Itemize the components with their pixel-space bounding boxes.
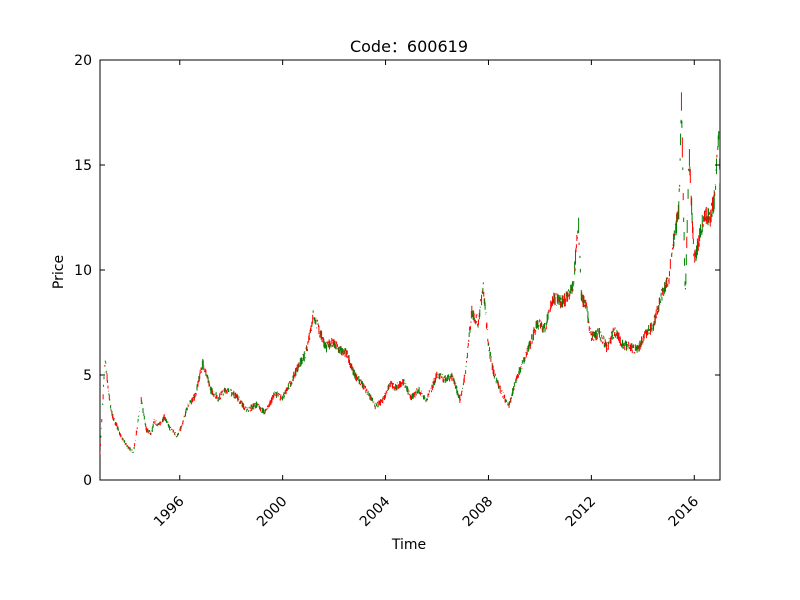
x-tick-label: 2000 (254, 494, 291, 531)
chart-title: Code：600619 (350, 37, 468, 56)
price-series (100, 92, 720, 455)
x-tick-label: 2016 (666, 493, 703, 530)
y-tick-label: 0 (83, 473, 92, 489)
x-tick-label: 2008 (460, 494, 497, 531)
x-tick-label: 1996 (151, 493, 188, 530)
x-tick-label: 2004 (357, 493, 394, 530)
y-tick-label: 20 (74, 53, 92, 69)
y-tick-label: 10 (74, 263, 92, 279)
y-axis-label: Price (51, 255, 67, 289)
plot-frame (99, 59, 721, 481)
x-axis-label: Time (391, 537, 426, 553)
x-tick-label: 2012 (563, 494, 600, 531)
y-axis: 0 5 10 15 20 (74, 53, 720, 489)
y-tick-label: 5 (83, 368, 92, 384)
x-axis: 1996 2000 2004 2008 2012 2016 (151, 60, 702, 530)
y-tick-label: 15 (74, 158, 92, 174)
